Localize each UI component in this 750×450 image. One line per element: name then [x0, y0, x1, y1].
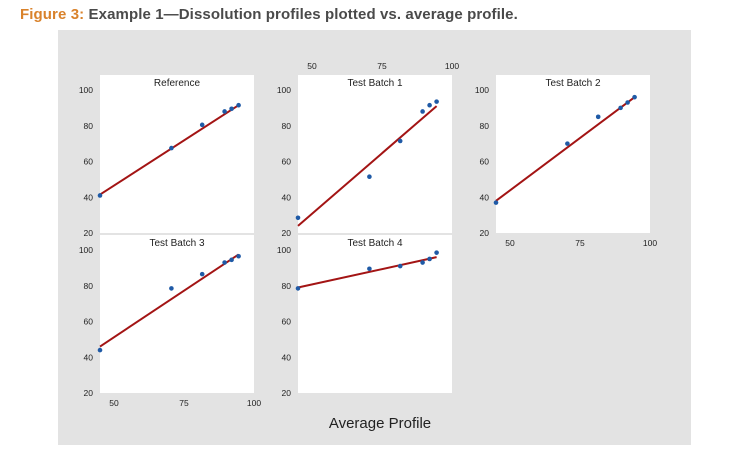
panel-3-x-tick-label: 50: [505, 238, 515, 248]
panel-3-y-tick-label: 80: [480, 121, 490, 131]
panel-1-y-tick-label: 20: [84, 228, 94, 238]
panel-2-title: Test Batch 1: [347, 78, 402, 89]
panel-4-y-tick-label: 60: [84, 317, 94, 327]
panel-2-data-point: [397, 138, 403, 144]
panel-2-data-point: [420, 109, 425, 114]
panel-1-data-point: [169, 145, 174, 151]
panel-3-fit-line: [495, 96, 636, 202]
panel-2-y-tick-label: 80: [282, 121, 292, 131]
panel-4-data-point: [97, 347, 103, 353]
panel-5-y-tick-label: 20: [282, 388, 292, 398]
panel-1-y-tick-label: 80: [84, 121, 94, 131]
panel-3-data-point: [618, 105, 623, 111]
panel-5-data-point: [397, 263, 403, 269]
panel-5-data-point: [427, 256, 432, 262]
panel-4-y-tick-label: 100: [79, 245, 93, 255]
panel-1-data-point: [199, 122, 205, 128]
panel-2-y-tick-label: 20: [282, 228, 292, 238]
panel-4-x-tick-label: 75: [179, 398, 189, 408]
panel-2-y-tick-label: 60: [282, 157, 292, 167]
panel-1-title: Reference: [154, 78, 201, 89]
panel-2-data-point: [367, 174, 372, 179]
x-axis-label: Average Profile: [329, 415, 431, 432]
panel-5-data-point: [367, 266, 372, 272]
panel-1-data-point: [229, 106, 234, 112]
panel-4-data-point: [222, 260, 227, 265]
panel-5-fit-line: [297, 256, 437, 289]
panel-4-data-point: [199, 271, 205, 277]
panel-5-y-tick-label: 60: [282, 317, 292, 327]
panel-3-title: Test Batch 2: [545, 78, 600, 89]
panel-4-y-tick-label: 40: [84, 352, 94, 362]
panel-3-x-tick-label: 75: [575, 238, 585, 248]
panel-4-data-point: [169, 286, 174, 291]
panel-3-data-point: [595, 114, 601, 120]
panel-5-y-tick-label: 100: [277, 245, 291, 255]
panel-1-background: [100, 75, 254, 233]
panel-5-data-point: [420, 260, 425, 265]
panel-5-y-tick-label: 40: [282, 352, 292, 362]
figure-caption-text: Example 1—Dissolution profiles plotted v…: [88, 6, 518, 23]
panel-1-y-tick-label: 100: [79, 85, 93, 95]
panel-4-y-tick-label: 20: [84, 388, 94, 398]
panel-2-x-tick-label: 50: [307, 61, 317, 71]
panel-5-title: Test Batch 4: [347, 238, 402, 249]
panel-5-y-tick-label: 80: [282, 281, 292, 291]
panel-2-y-tick-label: 40: [282, 192, 292, 202]
panel-4-x-tick-label: 50: [109, 398, 119, 408]
panel-5-background: [298, 235, 452, 393]
panel-3-x-tick-label: 100: [643, 238, 657, 248]
panel-2-data-point: [295, 215, 301, 221]
panel-2-data-point: [427, 102, 432, 108]
panel-4-fit-line: [99, 253, 240, 348]
panel-3-y-tick-label: 60: [480, 157, 490, 167]
panel-5-data-point: [434, 250, 439, 255]
panel-1-data-point: [97, 193, 103, 198]
figure-caption-prefix: Figure 3:: [20, 6, 85, 23]
panel-2-y-tick-label: 100: [277, 85, 291, 95]
panel-4-data-point: [236, 253, 241, 259]
panel-1-y-tick-label: 60: [84, 157, 94, 167]
panel-4-y-tick-label: 80: [84, 281, 94, 291]
panel-3-data-point: [632, 94, 637, 100]
panel-5-data-point: [295, 286, 301, 291]
panel-3-data-point: [625, 100, 630, 105]
panel-3-y-tick-label: 20: [480, 228, 490, 238]
panel-4-data-point: [229, 257, 234, 263]
panel-2-fit-line: [297, 105, 438, 227]
panel-1-data-point: [236, 102, 241, 108]
panel-3-data-point: [493, 200, 499, 205]
panel-2-data-point: [434, 99, 439, 104]
figure-caption: Figure 3: Example 1—Dissolution profiles…: [20, 6, 518, 23]
panel-1-data-point: [222, 109, 227, 114]
panel-3-y-tick-label: 40: [480, 192, 490, 202]
panel-1-fit-line: [99, 104, 240, 196]
panel-3-data-point: [565, 141, 570, 146]
panel-4-x-tick-label: 100: [247, 398, 261, 408]
panel-2-x-tick-label: 75: [377, 61, 387, 71]
panel-4-title: Test Batch 3: [149, 238, 204, 249]
panel-2-background: [298, 75, 452, 233]
panel-1-y-tick-label: 40: [84, 192, 94, 202]
panel-2-x-tick-label: 100: [445, 61, 459, 71]
panel-3-y-tick-label: 100: [475, 85, 489, 95]
panel-3-background: [496, 75, 650, 233]
